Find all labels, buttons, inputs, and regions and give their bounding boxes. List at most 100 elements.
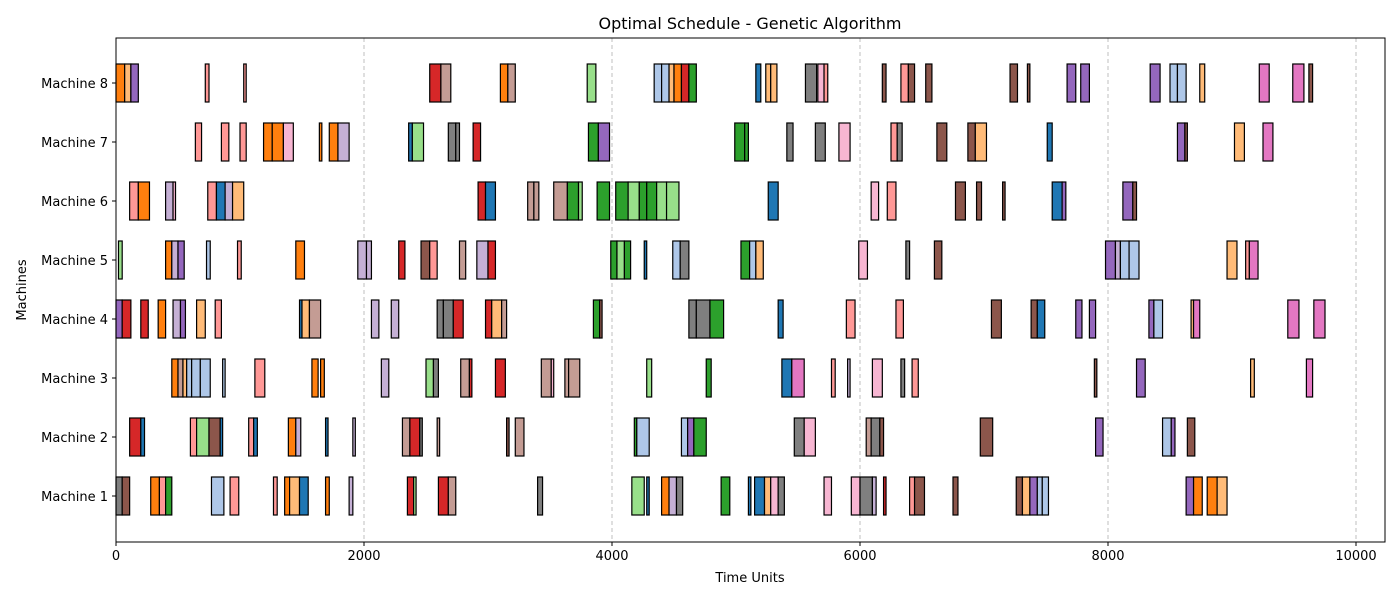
task-bar <box>220 122 230 162</box>
task-bar <box>437 476 449 516</box>
task-bar <box>115 63 126 103</box>
task-bar <box>1149 63 1161 103</box>
y-axis-label: Machines <box>15 259 30 320</box>
task-bar <box>830 358 836 398</box>
task-bar <box>709 299 725 339</box>
task-bar <box>793 417 805 457</box>
task-bar <box>770 476 779 516</box>
task-bar <box>592 299 601 339</box>
task-bar <box>177 358 184 398</box>
task-bar <box>882 476 887 516</box>
task-bar <box>429 240 438 280</box>
task-bar <box>318 122 323 162</box>
task-bar <box>194 122 203 162</box>
task-bar <box>328 122 339 162</box>
task-bar <box>262 122 273 162</box>
task-bar <box>1122 181 1134 221</box>
task-bar <box>680 63 690 103</box>
task-bar <box>734 122 746 162</box>
task-bar <box>324 476 330 516</box>
task-bar <box>967 122 976 162</box>
task-bar <box>850 476 861 516</box>
task-bar <box>1046 122 1053 162</box>
task-bar <box>487 240 497 280</box>
task-bar <box>636 417 650 457</box>
task-bar <box>688 63 697 103</box>
plot-frame <box>115 37 1386 543</box>
task-bar <box>215 181 226 221</box>
task-bar <box>1041 476 1050 516</box>
task-bar <box>587 122 599 162</box>
task-bar <box>236 240 242 280</box>
task-bar <box>484 299 493 339</box>
task-bar <box>460 358 471 398</box>
task-bar <box>527 181 535 221</box>
task-bar <box>1262 122 1274 162</box>
task-bar <box>514 417 525 457</box>
task-bar <box>693 417 707 457</box>
task-bar <box>476 240 489 280</box>
task-bar <box>401 417 411 457</box>
task-bar <box>1248 240 1259 280</box>
task-bar <box>137 181 151 221</box>
task-bar <box>668 63 675 103</box>
task-bar <box>823 63 829 103</box>
task-bar <box>189 417 198 457</box>
task-bar <box>1009 63 1019 103</box>
task-bar <box>646 181 658 221</box>
task-bar <box>1088 299 1097 339</box>
y-tick-label: Machine 1 <box>41 490 108 505</box>
task-bar <box>171 358 179 398</box>
task-bar <box>1186 417 1196 457</box>
y-tick-label: Machine 5 <box>41 254 108 269</box>
x-tick-label: 4000 <box>595 549 628 564</box>
task-bar <box>1192 299 1201 339</box>
task-bar <box>477 181 487 221</box>
task-bar <box>858 240 869 280</box>
task-bar <box>879 417 885 457</box>
task-bar <box>817 63 825 103</box>
task-bar <box>243 63 247 103</box>
task-bar <box>804 63 818 103</box>
task-bar <box>219 417 224 457</box>
task-bar <box>720 476 731 516</box>
task-bar <box>660 476 670 516</box>
task-bar <box>1313 299 1326 339</box>
task-bar <box>1104 240 1117 280</box>
task-bar <box>348 476 354 516</box>
task-bar <box>254 358 266 398</box>
y-tick-label: Machine 7 <box>41 136 108 151</box>
task-bar <box>140 299 149 339</box>
task-bar <box>380 358 390 398</box>
task-bar <box>1233 122 1245 162</box>
task-bar <box>871 476 877 516</box>
task-bar <box>1226 240 1238 280</box>
task-bar <box>777 299 784 339</box>
task-bar <box>846 358 851 398</box>
task-bar <box>1170 417 1176 457</box>
task-bar <box>550 358 555 398</box>
task-bar <box>763 476 772 516</box>
task-bar <box>660 63 670 103</box>
task-bar <box>596 181 611 221</box>
task-bar <box>1036 299 1046 339</box>
task-bar <box>390 299 400 339</box>
task-bar <box>1184 122 1188 162</box>
task-bar <box>455 122 461 162</box>
task-bar <box>688 299 697 339</box>
task-bar <box>1169 63 1179 103</box>
task-bar <box>337 122 350 162</box>
task-bar <box>447 476 457 516</box>
task-bar <box>287 417 297 457</box>
task-bar <box>207 181 218 221</box>
x-tick-label: 6000 <box>843 549 876 564</box>
task-bar <box>1216 476 1228 516</box>
task-bar <box>791 358 805 398</box>
task-bar <box>1128 240 1140 280</box>
task-bar <box>205 240 211 280</box>
task-bar <box>540 358 552 398</box>
task-bar <box>1030 299 1038 339</box>
task-bar <box>398 240 406 280</box>
task-bar <box>199 358 211 398</box>
task-bar <box>468 358 473 398</box>
